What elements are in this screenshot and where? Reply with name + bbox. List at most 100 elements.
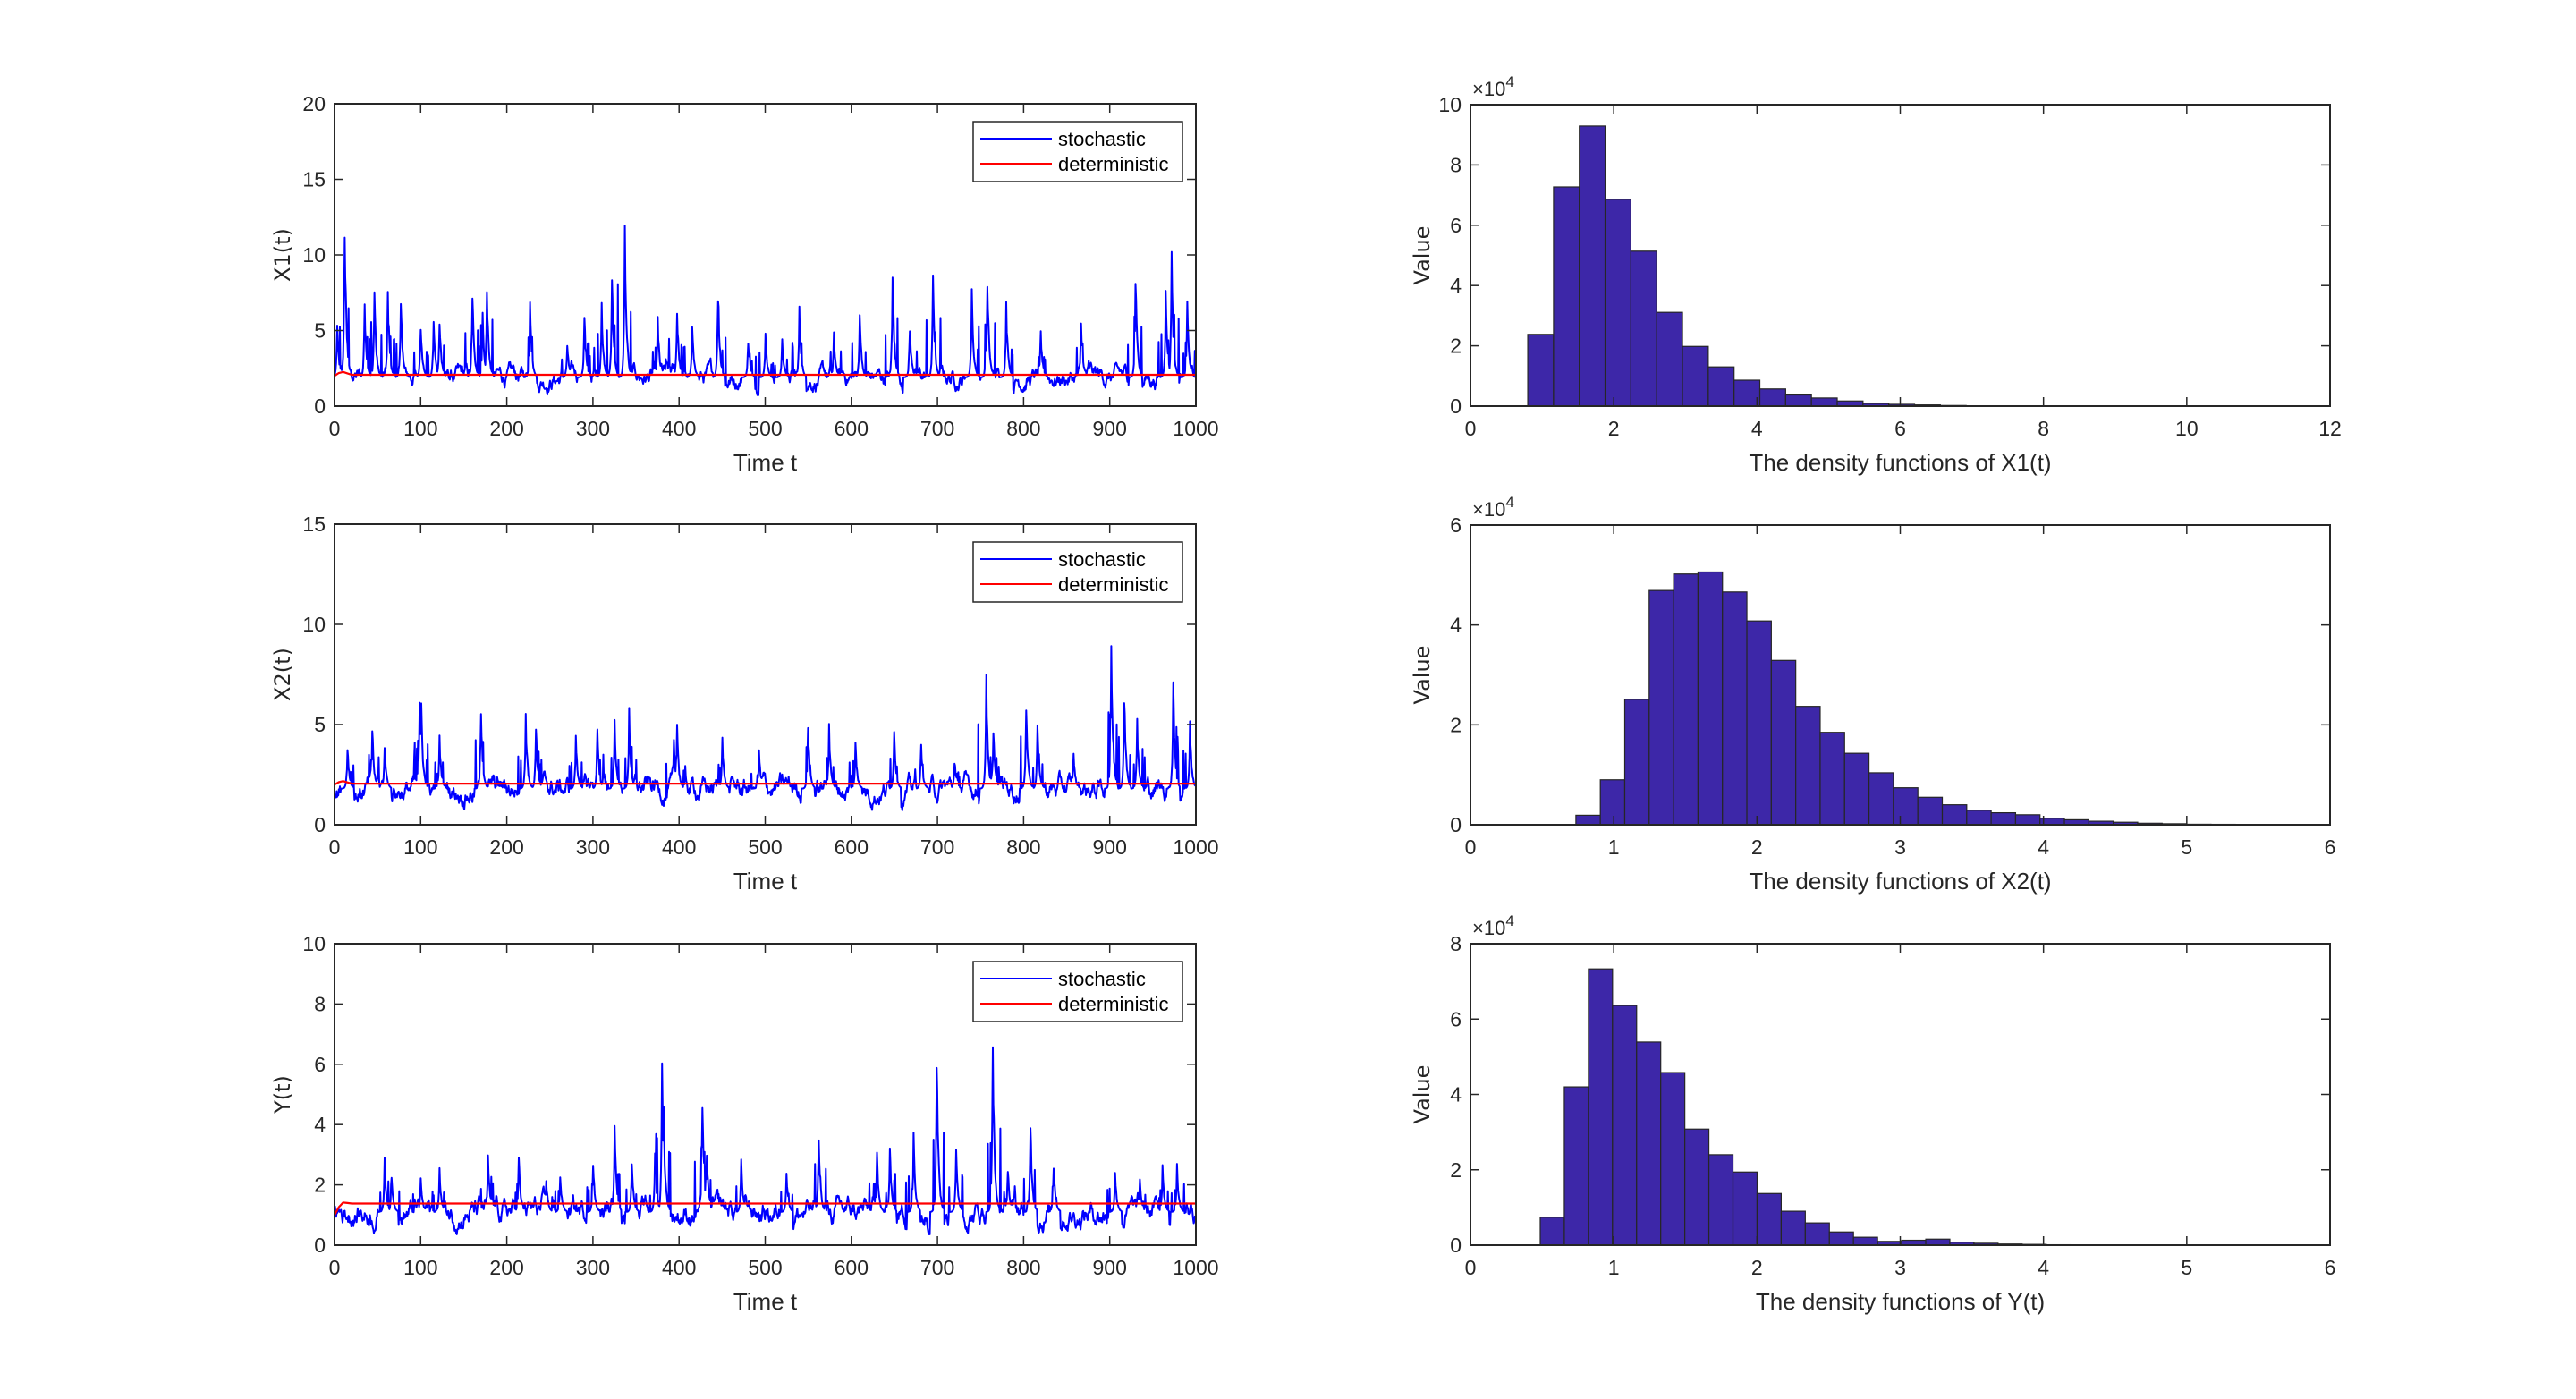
y-tick-label: 10 — [302, 613, 326, 636]
x-axis-label: The density functions of Y(t) — [1756, 1288, 2045, 1315]
x-tick-label: 4 — [1751, 417, 1763, 440]
x-tick-label: 0 — [1465, 835, 1477, 859]
y-tick-label: 4 — [314, 1113, 326, 1136]
histogram-bar — [1925, 1238, 1951, 1246]
x-tick-label: 0 — [329, 1256, 341, 1279]
histogram-bar — [1673, 573, 1699, 826]
x-tick-label: 10 — [2175, 417, 2199, 440]
y-tick-label: 4 — [1450, 274, 1462, 297]
histogram-bar — [1770, 659, 1797, 826]
y-tick-label: 6 — [1450, 214, 1462, 237]
histogram-bar — [1604, 199, 1631, 407]
x-tick-label: 600 — [835, 835, 869, 859]
x-tick-label: 2 — [1751, 835, 1763, 859]
x-tick-label: 300 — [576, 1256, 610, 1279]
x-tick-label: 100 — [403, 417, 437, 440]
stochastic-line — [334, 225, 1197, 396]
histogram-bar — [1707, 1154, 1734, 1246]
stochastic-line — [334, 1046, 1197, 1235]
y-tick-label: 2 — [1450, 1158, 1462, 1182]
x-axis-label: Time t — [733, 1288, 798, 1315]
x-tick-label: 5 — [2181, 835, 2192, 859]
y-tick-label: 2 — [314, 1174, 326, 1197]
y-tick-label: 6 — [1450, 513, 1462, 537]
y-multiplier-base: ×10 — [1472, 917, 1505, 939]
y-tick-label: 2 — [1450, 335, 1462, 358]
y-multiplier-base: ×10 — [1472, 78, 1505, 100]
y-tick-label: 8 — [1450, 932, 1462, 955]
x-tick-label: 800 — [1006, 835, 1040, 859]
x-tick-label: 500 — [748, 1256, 782, 1279]
x-tick-label: 900 — [1093, 835, 1127, 859]
y-axis-label: Y(t) — [270, 1075, 295, 1115]
x-axis-label: Time t — [733, 449, 798, 476]
y-multiplier: ×104 — [1472, 912, 1514, 939]
y-tick-label: 8 — [1450, 153, 1462, 176]
histogram-bar — [1575, 814, 1601, 826]
x-tick-label: 5 — [2181, 1256, 2192, 1279]
y-tick-label: 0 — [1450, 1234, 1462, 1257]
histogram-bar — [1630, 250, 1657, 407]
x-tick-label: 400 — [662, 835, 696, 859]
x-tick-label: 0 — [329, 417, 341, 440]
histogram-bar — [1588, 968, 1614, 1246]
histogram-bar — [1756, 1192, 1783, 1246]
x-tick-label: 700 — [920, 417, 954, 440]
y-tick-label: 6 — [1450, 1007, 1462, 1030]
x-tick-label: 0 — [1465, 417, 1477, 440]
y-tick-label: 10 — [302, 932, 326, 955]
histogram-bar — [1599, 779, 1626, 826]
histogram-bar — [1795, 706, 1821, 826]
x-tick-label: 600 — [835, 417, 869, 440]
histogram-bar — [1990, 811, 2017, 826]
x-tick-label: 2 — [1751, 1256, 1763, 1279]
x-tick-label: 600 — [835, 1256, 869, 1279]
histogram-bar — [1553, 186, 1580, 407]
x-tick-label: 0 — [1465, 1256, 1477, 1279]
histogram-bar — [1563, 1086, 1589, 1246]
histogram-bar — [1828, 1231, 1854, 1246]
x-axis-label: Time t — [733, 868, 798, 895]
y-tick-label: 5 — [314, 713, 326, 736]
stochastic-line — [334, 645, 1197, 811]
histogram-bar — [1660, 1072, 1686, 1246]
deterministic-line — [334, 780, 1196, 786]
x-tick-label: 1 — [1608, 1256, 1620, 1279]
y-multiplier-exponent: 4 — [1505, 912, 1513, 929]
x-axis-label: The density functions of X1(t) — [1749, 449, 2051, 476]
deterministic-line — [334, 1201, 1196, 1216]
histogram-bar — [1804, 1222, 1830, 1246]
x-tick-label: 300 — [576, 835, 610, 859]
y-multiplier-exponent: 4 — [1505, 494, 1513, 511]
histogram-bar — [1623, 699, 1650, 826]
x-tick-label: 100 — [403, 835, 437, 859]
y-axis-label: Value — [1410, 1065, 1435, 1124]
histogram-bar — [1941, 804, 1968, 826]
histogram-bar — [1684, 1128, 1710, 1246]
histogram-bar — [1707, 366, 1735, 407]
legend-box — [972, 541, 1183, 603]
x-tick-label: 1 — [1608, 835, 1620, 859]
legend-label-stochastic: stochastic — [1058, 548, 1146, 571]
x-tick-label: 6 — [1894, 417, 1906, 440]
y-axis-label: Value — [1410, 226, 1435, 285]
x-tick-label: 700 — [920, 1256, 954, 1279]
y-tick-label: 0 — [314, 1234, 326, 1257]
x-tick-label: 4 — [2038, 1256, 2049, 1279]
histogram-bar — [1579, 125, 1606, 407]
x-tick-label: 800 — [1006, 1256, 1040, 1279]
legend-label-stochastic: stochastic — [1058, 128, 1146, 150]
y-tick-label: 15 — [302, 513, 326, 536]
histogram-bar — [1893, 787, 1919, 826]
y-tick-label: 0 — [314, 813, 326, 836]
x-tick-label: 700 — [920, 835, 954, 859]
y-multiplier: ×104 — [1472, 73, 1514, 100]
histogram-bar — [1682, 345, 1709, 407]
histogram-bar — [1746, 620, 1772, 826]
histogram-bar — [1732, 1171, 1758, 1246]
y-tick-label: 10 — [302, 243, 326, 267]
